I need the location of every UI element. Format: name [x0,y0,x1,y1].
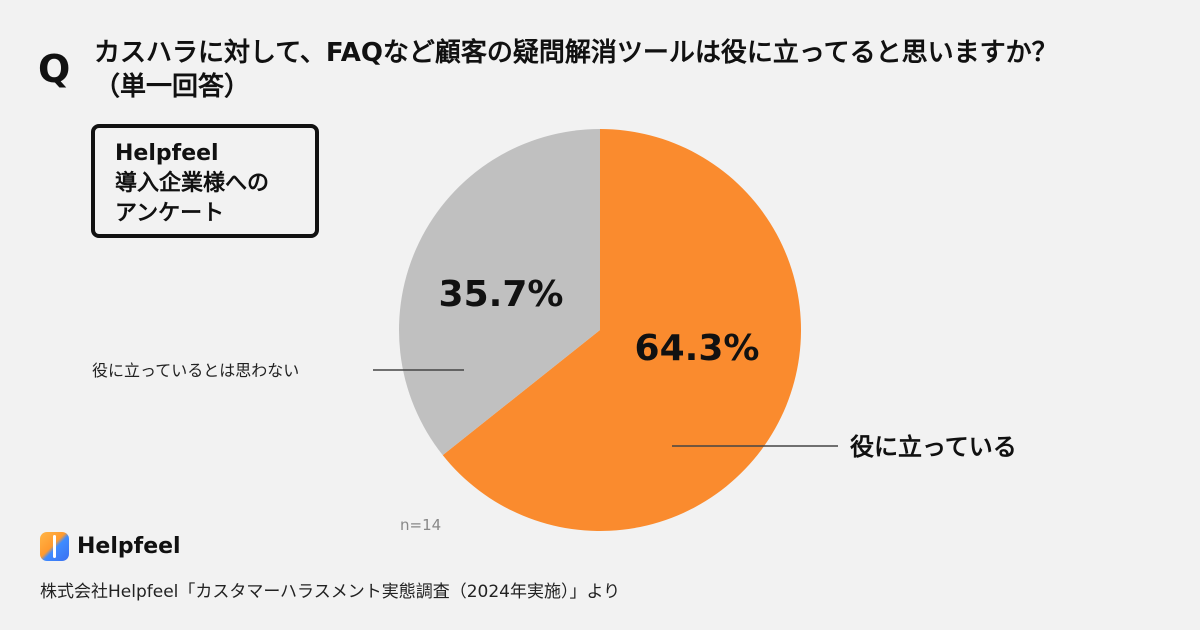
question-line-2: （単一回答） [94,72,251,102]
question-mark: Q [38,47,71,91]
survey-badge: Helpfeel 導入企業様への アンケート [91,124,319,238]
slice-value-label-yes: 64.3% [635,328,760,369]
slice-value-label-no: 35.7% [439,274,564,315]
helpfeel-logo-icon [40,532,69,561]
category-label-no: 役に立っているとは思わない [92,361,299,380]
question-line-1: カスハラに対して、FAQなど顧客の疑問解消ツールは役に立ってると思いますか？ [94,38,1058,68]
pie-slice-yes [442,129,802,531]
source-citation: 株式会社Helpfeel「カスタマーハラスメント実態調査（2024年実施）」より [40,582,621,602]
pie-slice-no [399,129,600,456]
badge-line-2: 導入企業様への [115,171,270,196]
badge-line-1: Helpfeel [115,141,219,166]
helpfeel-logo: Helpfeel [40,532,181,561]
category-label-yes: 役に立っている [850,433,1017,461]
sample-size-label: n=14 [400,516,441,534]
helpfeel-logo-text: Helpfeel [77,534,181,559]
badge-line-3: アンケート [115,201,225,226]
question-title: カスハラに対して、FAQなど顧客の疑問解消ツールは役に立ってると思いますか？ （… [94,36,1174,104]
